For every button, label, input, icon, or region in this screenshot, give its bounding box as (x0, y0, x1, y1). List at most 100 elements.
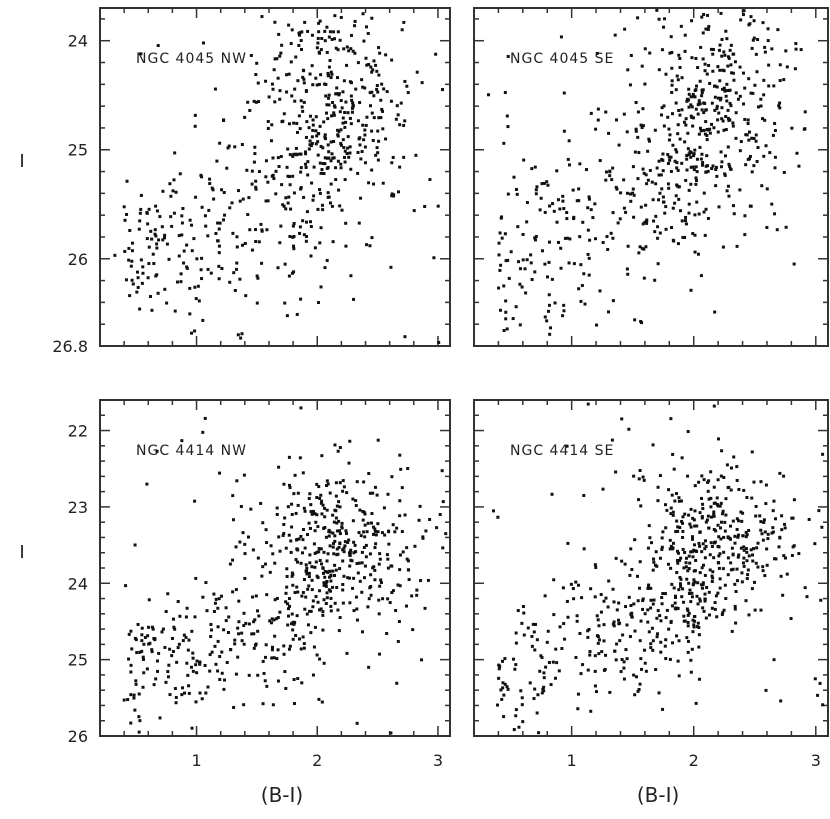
scatter-point (311, 123, 315, 127)
scatter-point (663, 644, 667, 648)
scatter-point (181, 207, 185, 211)
scatter-point (689, 182, 693, 186)
scatter-point (379, 98, 383, 102)
scatter-point (252, 160, 256, 164)
scatter-point (696, 621, 700, 625)
scatter-point (353, 24, 357, 28)
scatter-point (572, 597, 576, 601)
scatter-point (623, 27, 627, 31)
scatter-point (718, 79, 722, 83)
scatter-point (638, 469, 642, 473)
scatter-point (615, 608, 619, 612)
scatter-point (618, 639, 622, 643)
scatter-point (657, 68, 661, 72)
scatter-point (334, 178, 338, 182)
scatter-point (364, 543, 368, 547)
scatter-point (321, 146, 325, 150)
scatter-point (211, 188, 215, 192)
scatter-point (267, 95, 271, 99)
scatter-point (622, 660, 626, 664)
scatter-point (305, 612, 309, 616)
scatter-point (318, 19, 322, 23)
scatter-point (636, 177, 640, 181)
scatter-point (291, 628, 295, 632)
scatter-point (318, 241, 322, 245)
scatter-point (398, 553, 402, 557)
scatter-point (644, 669, 648, 673)
scatter-point (271, 87, 275, 91)
scatter-point (331, 531, 335, 535)
scatter-point (187, 638, 191, 642)
scatter-point (314, 129, 318, 133)
scatter-point (324, 582, 328, 586)
scatter-point (200, 697, 204, 701)
scatter-point (587, 273, 591, 277)
scatter-point (182, 249, 186, 253)
scatter-point (173, 309, 177, 313)
scatter-point (150, 308, 154, 312)
scatter-point (150, 237, 154, 241)
scatter-point (396, 639, 400, 643)
scatter-point (307, 575, 311, 579)
scatter-point (260, 228, 264, 232)
scatter-point (700, 152, 704, 156)
scatter-point (266, 199, 270, 203)
scatter-point (201, 595, 205, 599)
scatter-point (622, 677, 626, 681)
scatter-point (342, 485, 346, 489)
scatter-point (355, 607, 359, 611)
scatter-point (691, 232, 695, 236)
scatter-point (291, 573, 295, 577)
scatter-point (629, 612, 633, 616)
scatter-point (412, 209, 416, 213)
scatter-point (345, 45, 349, 49)
scatter-point (136, 285, 140, 289)
panel-frame (473, 7, 829, 347)
scatter-point (765, 225, 769, 229)
scatter-point (339, 16, 343, 20)
scatter-point (659, 650, 663, 654)
scatter-point (671, 641, 675, 645)
scatter-point (188, 218, 192, 222)
scatter-point (301, 591, 305, 595)
scatter-point (198, 662, 202, 666)
scatter-point (363, 523, 367, 527)
scatter-point (136, 270, 140, 274)
scatter-point (750, 46, 754, 50)
scatter-point (193, 285, 197, 289)
scatter-point (711, 576, 715, 580)
scatter-point (566, 157, 570, 161)
scatter-point (122, 698, 126, 702)
scatter-point (718, 577, 722, 581)
scatter-point (349, 274, 353, 278)
scatter-point (537, 731, 541, 735)
scatter-point (683, 140, 687, 144)
scatter-point (742, 556, 746, 560)
scatter-point (365, 63, 369, 67)
scatter-point (817, 509, 821, 513)
scatter-point (156, 669, 160, 673)
scatter-point (668, 133, 672, 137)
scatter-point (611, 166, 615, 170)
scatter-point (243, 576, 247, 580)
scatter-point (746, 568, 750, 572)
scatter-point (311, 673, 315, 677)
scatter-point (335, 586, 339, 590)
scatter-point (535, 638, 539, 642)
scatter-point (676, 123, 680, 127)
scatter-point (689, 114, 693, 118)
scatter-point (635, 574, 639, 578)
scatter-point (730, 71, 734, 75)
scatter-point (692, 578, 696, 582)
scatter-point (155, 246, 159, 250)
scatter-point (287, 483, 291, 487)
scatter-point (334, 494, 338, 498)
scatter-point (506, 258, 510, 262)
scatter-point (217, 227, 221, 231)
scatter-point (327, 150, 331, 154)
scatter-point (210, 186, 214, 190)
scatter-point (541, 687, 545, 691)
scatter-point (762, 93, 766, 97)
scatter-point (561, 586, 565, 590)
scatter-point (407, 578, 411, 582)
